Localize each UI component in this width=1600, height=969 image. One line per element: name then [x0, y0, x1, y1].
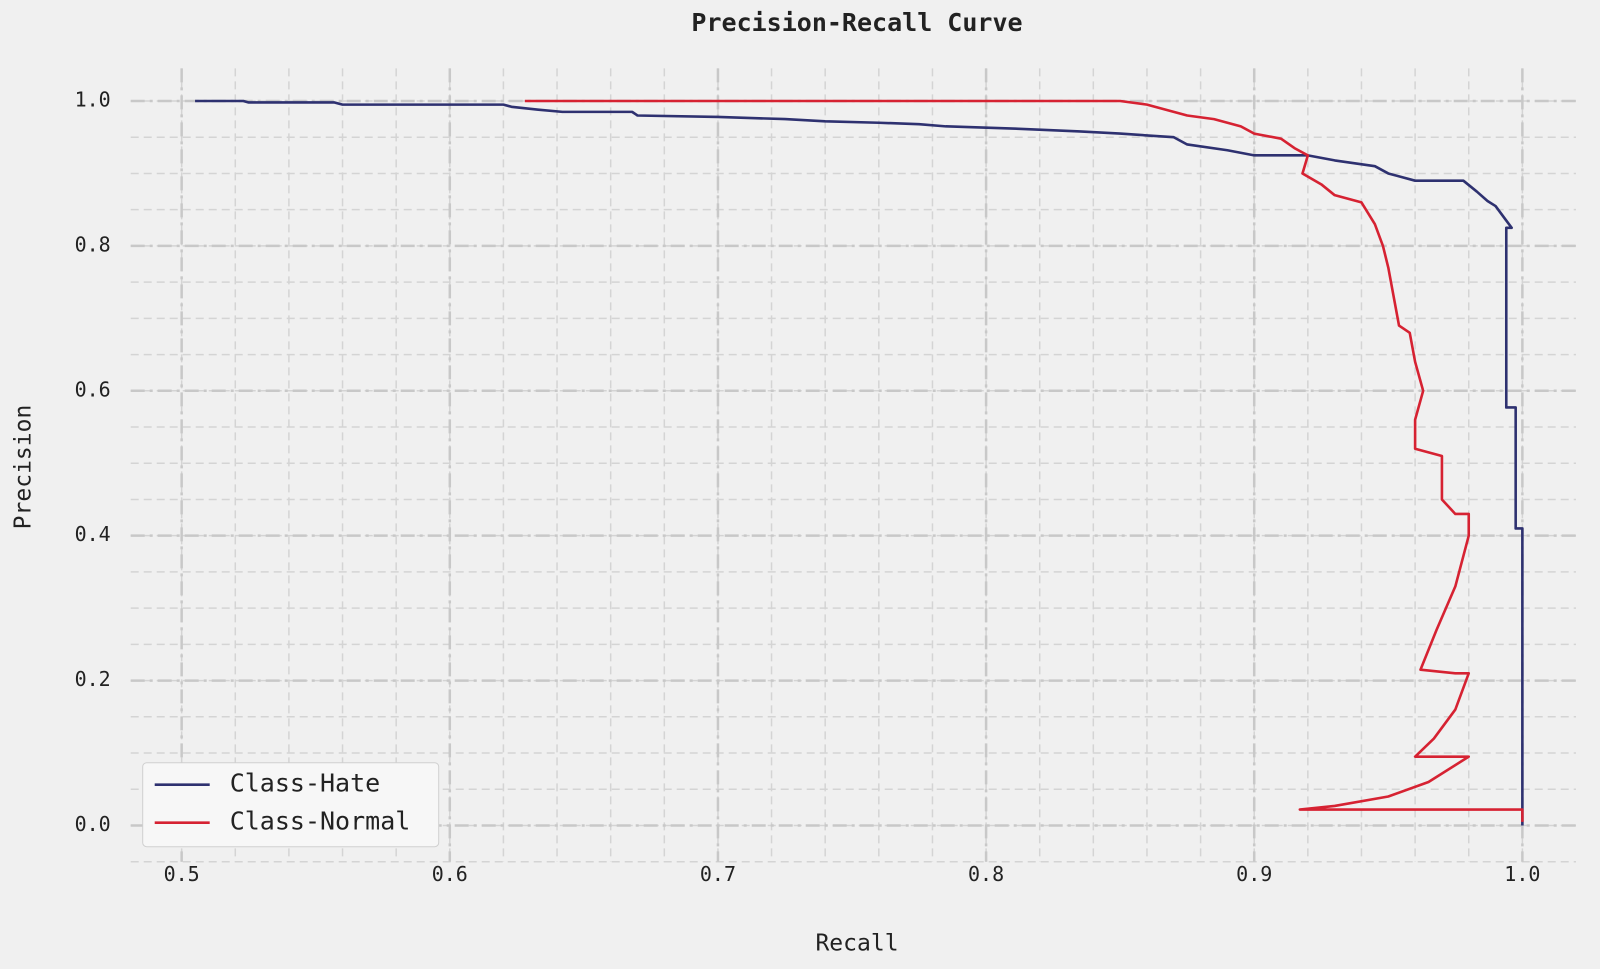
y-tick-label: 0.2: [75, 667, 111, 691]
legend-box: [142, 762, 440, 848]
lines: [195, 99, 1524, 826]
legend: Class-Hate Class-Normal: [142, 762, 440, 848]
x-tick-label: 1.0: [1504, 862, 1540, 886]
x-tick-label: 0.9: [1236, 862, 1272, 886]
x-tick-label: 0.8: [968, 862, 1004, 886]
x-axis-label: Recall: [815, 931, 898, 957]
y-axis-label: Precision: [11, 405, 37, 530]
series-line: [524, 99, 1524, 822]
y-tick-label: 1.0: [75, 88, 111, 112]
y-tick-label: 0.6: [75, 377, 111, 401]
x-tick-label: 0.7: [700, 862, 736, 886]
y-tick-label: 0.4: [75, 522, 111, 546]
legend-label: Class-Normal: [230, 807, 411, 836]
y-tick-label: 0.8: [75, 232, 111, 256]
x-tick-label: 0.5: [164, 862, 200, 886]
series-line: [195, 99, 1524, 826]
legend-label: Class-Hate: [230, 769, 381, 798]
x-tick-label: 0.6: [432, 862, 468, 886]
chart-title: Precision-Recall Curve: [691, 8, 1022, 37]
y-tick-label: 0.0: [75, 812, 111, 836]
